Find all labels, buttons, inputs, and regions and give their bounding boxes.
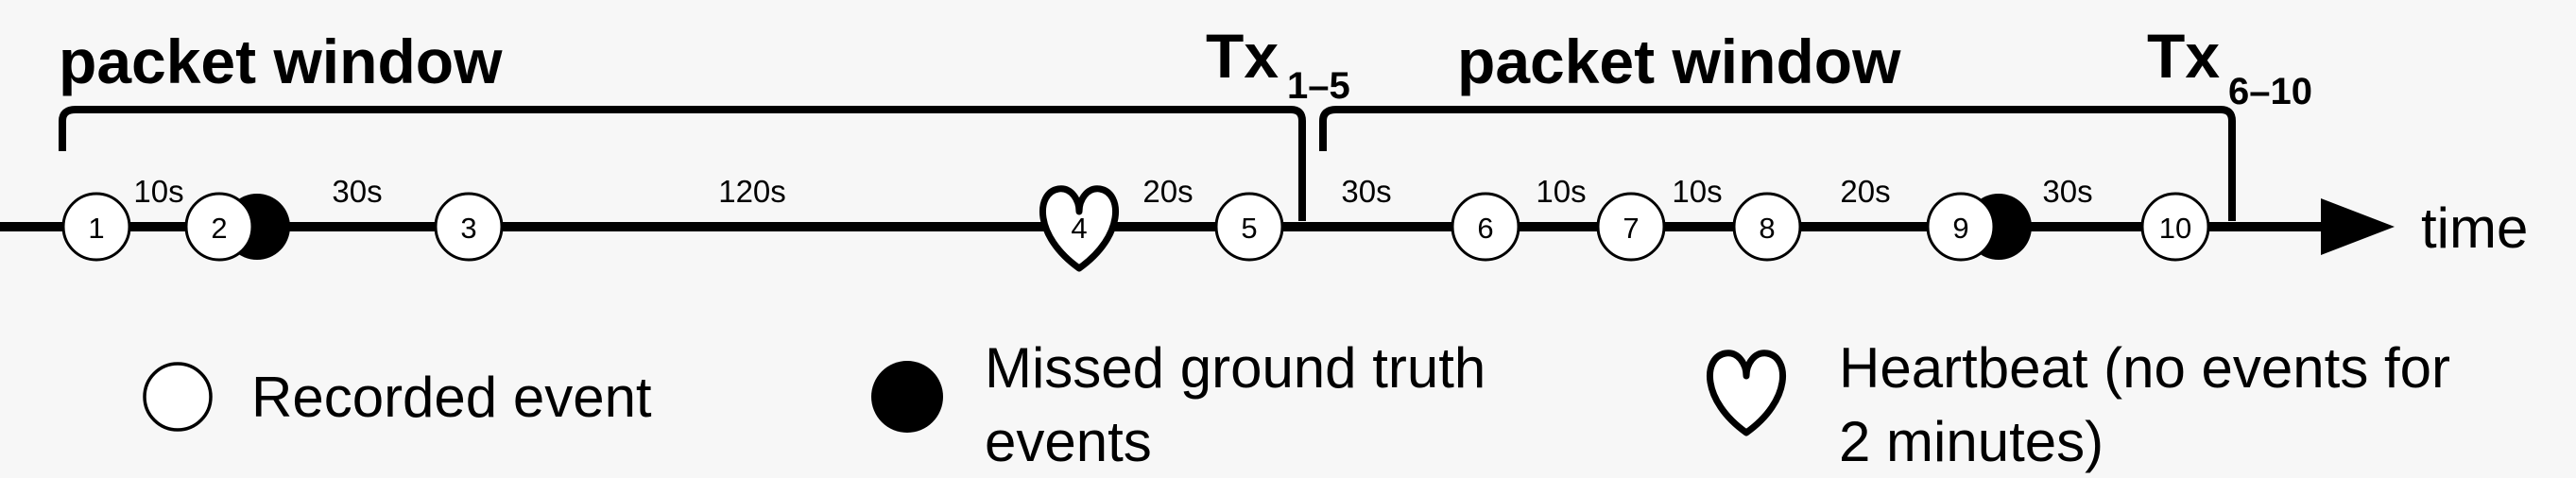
legend-missed-label-line2: events xyxy=(985,410,1152,473)
heartbeat-heart-icon xyxy=(1039,185,1120,272)
event-5: 5 xyxy=(1214,192,1284,262)
event-9: 9 xyxy=(1926,192,2032,262)
tx-left-subscript: 1–5 xyxy=(1287,65,1350,107)
gap-duration-label: 20s xyxy=(1142,174,1193,209)
gap-duration-label: 30s xyxy=(332,174,382,209)
event-10: 10 xyxy=(2140,192,2210,262)
event-number-label: 5 xyxy=(1241,212,1257,245)
tx-left-base: Tx xyxy=(1206,21,1279,91)
legend-heartbeat-label-line1: Heartbeat (no events for xyxy=(1839,336,2450,400)
gap-duration-label: 120s xyxy=(718,174,786,209)
tx-right-base: Tx xyxy=(2147,21,2220,91)
packet-window-title-left: packet window xyxy=(59,26,503,96)
event-number-label: 7 xyxy=(1623,212,1639,245)
event-number-label: 10 xyxy=(2159,212,2191,245)
recorded-event-circle-icon xyxy=(1732,192,1802,262)
gap-duration-label: 30s xyxy=(2042,174,2092,209)
legend-recorded-label: Recorded event xyxy=(251,366,652,429)
recorded-event-circle-icon xyxy=(1596,192,1666,262)
event-4: 4 xyxy=(1039,185,1120,272)
recorded-event-circle-icon xyxy=(61,192,131,262)
tx-label-left: Tx 1–5 xyxy=(1206,21,1350,107)
gap-duration-label: 30s xyxy=(1341,174,1391,209)
gap-durations: 10s 30s 120s 20s 30s 10s 10s 20s 30s xyxy=(133,174,2092,209)
legend-missed-filled-circle-icon xyxy=(871,361,943,433)
tx-right-subscript: 6–10 xyxy=(2228,71,2312,112)
packet-window-bracket-right xyxy=(1319,106,2236,221)
gap-duration-label: 10s xyxy=(1672,174,1722,209)
legend-missed-label-line1: Missed ground truth xyxy=(985,336,1485,400)
recorded-event-circle-icon xyxy=(1214,192,1284,262)
event-6: 6 xyxy=(1451,192,1520,262)
event-number-label: 3 xyxy=(460,212,476,245)
timeline-arrowhead xyxy=(2321,198,2395,255)
axis-label-time: time xyxy=(2421,196,2528,260)
event-number-label: 6 xyxy=(1477,212,1493,245)
event-number-label: 8 xyxy=(1759,212,1775,245)
recorded-event-circle-icon xyxy=(434,192,504,262)
recorded-event-circle-icon xyxy=(1926,192,1996,262)
gap-duration-label: 10s xyxy=(133,174,183,209)
event-3: 3 xyxy=(434,192,504,262)
recorded-event-circle-icon xyxy=(1451,192,1520,262)
legend: Recorded event Missed ground truth event… xyxy=(143,336,2450,473)
event-1: 1 xyxy=(61,192,131,262)
event-number-label: 4 xyxy=(1071,212,1087,245)
recorded-event-circle-icon xyxy=(2140,192,2210,262)
legend-recorded-circle-icon xyxy=(143,362,213,432)
event-number-label: 2 xyxy=(211,212,227,245)
event-7: 7 xyxy=(1596,192,1666,262)
events: 1 2 3 4 5 6 7 8 9 10 xyxy=(61,185,2210,272)
tx-label-right: Tx 6–10 xyxy=(2147,21,2312,112)
event-8: 8 xyxy=(1732,192,1802,262)
event-number-label: 1 xyxy=(88,212,104,245)
gap-duration-label: 20s xyxy=(1840,174,1890,209)
event-number-label: 9 xyxy=(1952,212,1968,245)
event-2: 2 xyxy=(184,192,290,262)
packet-window-title-right: packet window xyxy=(1457,26,1901,96)
gap-duration-label: 10s xyxy=(1536,174,1586,209)
legend-heartbeat-label-line2: 2 minutes) xyxy=(1839,410,2104,473)
legend-heartbeat-heart-icon xyxy=(1706,350,1787,436)
packet-window-bracket-left xyxy=(59,106,1306,221)
recorded-event-circle-icon xyxy=(184,192,254,262)
